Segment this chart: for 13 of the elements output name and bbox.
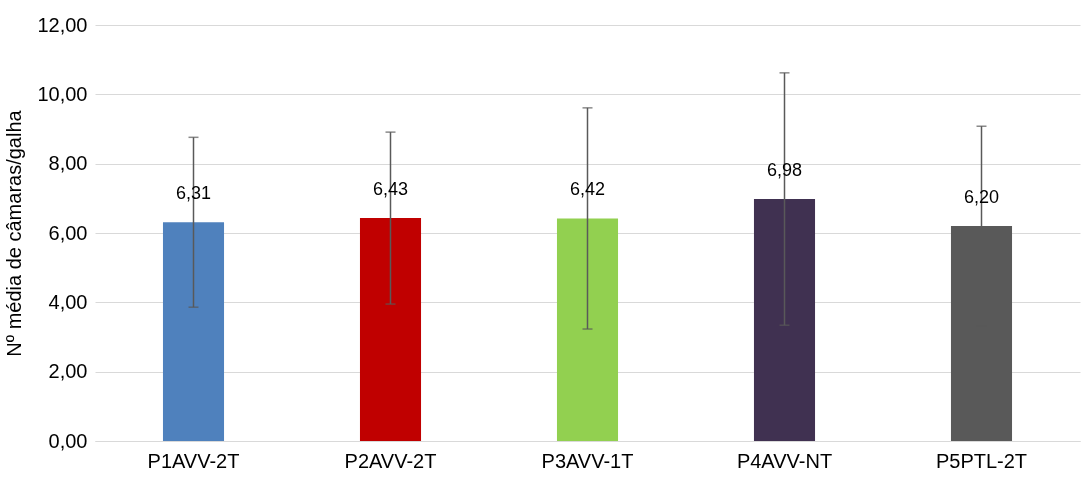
y-tick-label: 2,00: [48, 360, 88, 383]
y-tick-label: 12,00: [37, 13, 88, 36]
y-axis-title: Nº média de câmaras/galha: [3, 109, 26, 357]
x-tick-label: P2AVV-2T: [344, 449, 437, 472]
x-tick-label: P4AVV-NT: [736, 449, 833, 472]
y-tick-label: 8,00: [48, 152, 88, 175]
y-tick-label: 4,00: [48, 290, 88, 313]
y-tick-label: 10,00: [37, 82, 88, 105]
x-tick-label: P5PTL-2T: [935, 449, 1028, 472]
x-tick-label: P3AVV-1T: [541, 449, 634, 472]
y-tick-label: 0,00: [48, 429, 88, 452]
x-tick-label: P1AVV-2T: [147, 449, 240, 472]
y-tick-label: 6,00: [48, 221, 88, 244]
